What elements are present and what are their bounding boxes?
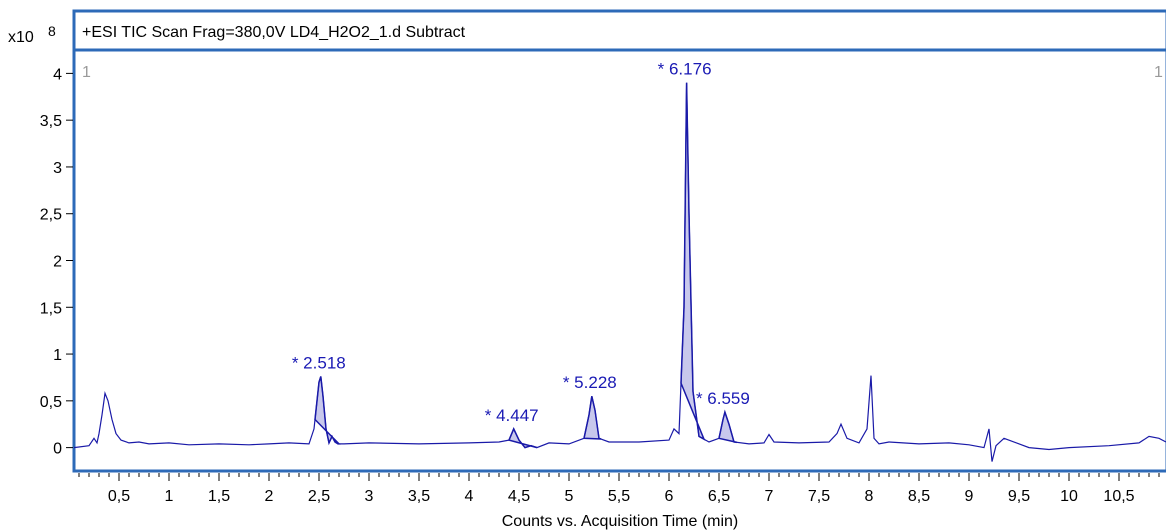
peak-label: * 4.447 bbox=[485, 406, 539, 425]
x-tick-label: 10,5 bbox=[1103, 488, 1134, 505]
y-tick-label: 2 bbox=[53, 254, 62, 271]
y-tick-label: 0,5 bbox=[40, 394, 62, 411]
y-axis: 0 0,5 1 1,5 2 2,5 3 3,5 4 bbox=[40, 66, 73, 458]
y-tick-label: 3 bbox=[53, 160, 62, 177]
series-lines bbox=[73, 82, 1166, 462]
y-tick-label: 2,5 bbox=[40, 207, 62, 224]
x-tick-label: 2,5 bbox=[308, 488, 330, 505]
y-multiplier-exponent: 8 bbox=[48, 23, 56, 39]
tic-trace-line bbox=[73, 82, 1166, 462]
x-tick-label: 2 bbox=[265, 488, 274, 505]
peak-fills bbox=[314, 82, 738, 449]
chart-frame bbox=[72, 9, 1166, 473]
x-tick-label: 1 bbox=[165, 488, 174, 505]
x-tick-label: 6 bbox=[665, 488, 674, 505]
peak-labels: * 2.518 * 4.447 * 5.228 * 6.176 * 6.559 bbox=[292, 60, 750, 425]
x-axis: 0,5 1 1,5 2 2,5 3 3,5 4 4,5 5 5,5 6 6,5 7 7,5 8 8,5 9 9,5 1… bbox=[78, 473, 1160, 505]
x-tick-label: 6,5 bbox=[708, 488, 730, 505]
x-axis-title: Counts vs. Acquisition Time (min) bbox=[502, 513, 739, 530]
y-tick-label: 1,5 bbox=[40, 300, 62, 317]
x-tick-label: 9,5 bbox=[1008, 488, 1030, 505]
x-tick-label: 7,5 bbox=[808, 488, 830, 505]
corner-number-right: 1 bbox=[1154, 64, 1163, 81]
y-multiplier-label: x10 bbox=[8, 29, 34, 46]
x-tick-label: 4,5 bbox=[508, 488, 530, 505]
x-tick-label: 1,5 bbox=[208, 488, 230, 505]
peak-label: * 5.228 bbox=[563, 373, 617, 392]
y-tick-label: 1 bbox=[53, 347, 62, 364]
x-tick-label: 3,5 bbox=[408, 488, 430, 505]
x-tick-label: 8 bbox=[865, 488, 874, 505]
x-tick-label: 10 bbox=[1060, 488, 1078, 505]
corner-number-left: 1 bbox=[82, 64, 91, 81]
y-tick-label: 4 bbox=[53, 66, 62, 83]
x-tick-label: 3 bbox=[365, 488, 374, 505]
x-tick-label: 0,5 bbox=[108, 488, 130, 505]
peak-label: * 6.559 bbox=[696, 389, 750, 408]
y-tick-label: 3,5 bbox=[40, 113, 62, 130]
x-tick-label: 4 bbox=[465, 488, 474, 505]
peak-label: * 2.518 bbox=[292, 354, 346, 373]
x-tick-label: 9 bbox=[965, 488, 974, 505]
chart-title: +ESI TIC Scan Frag=380,0V LD4_H2O2_1.d S… bbox=[82, 24, 466, 41]
y-tick-label: 0 bbox=[53, 441, 62, 458]
peak-label: * 6.176 bbox=[658, 60, 712, 79]
x-tick-label: 5 bbox=[565, 488, 574, 505]
x-tick-label: 5,5 bbox=[608, 488, 630, 505]
x-tick-label: 8,5 bbox=[908, 488, 930, 505]
x-tick-label: 7 bbox=[765, 488, 774, 505]
